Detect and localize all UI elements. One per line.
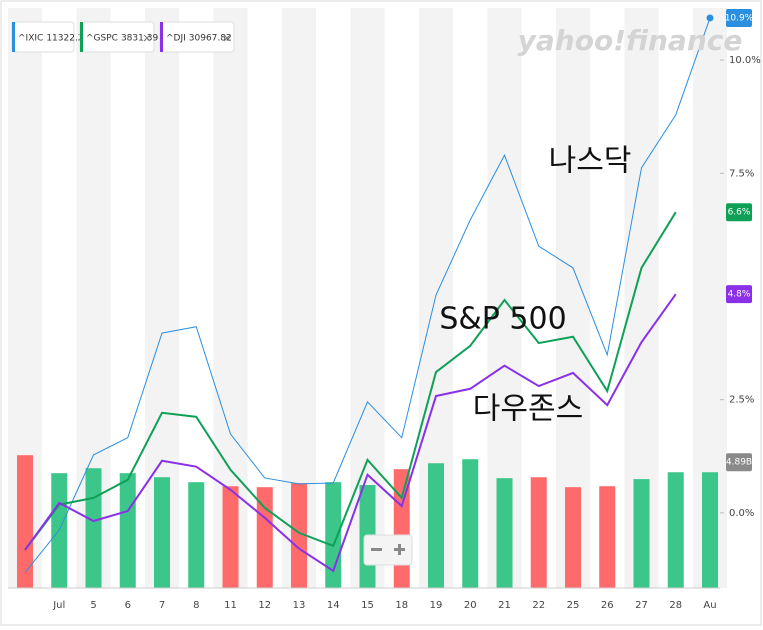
volume-end-label: 4.89B — [726, 458, 752, 468]
series-end-label-box — [726, 285, 752, 304]
legend-close — [223, 34, 231, 42]
legend-item[interactable]: ^GSPC 3831.39 — [79, 21, 158, 53]
end-dot — [706, 14, 714, 22]
volume-bar — [222, 486, 239, 588]
x-tick-label: 18 — [395, 600, 408, 611]
volume-bar — [633, 479, 650, 588]
volume-bar — [496, 478, 513, 588]
legend-close — [143, 34, 151, 42]
x-tick-label: 21 — [498, 600, 511, 611]
series-line — [24, 17, 711, 573]
x-tick-label: 14 — [327, 600, 340, 611]
volume-bar — [599, 486, 616, 588]
annotation: S&P 500 — [439, 302, 566, 337]
volume-bar — [530, 477, 547, 588]
legend-value: 30967.82 — [189, 34, 232, 44]
volume-bar — [291, 483, 307, 588]
x-tick-label: 5 — [90, 600, 96, 611]
x-tick-label: 25 — [567, 600, 580, 611]
series-end-label: 6.6% — [728, 208, 751, 218]
volume-bar — [667, 472, 684, 588]
zoom-out[interactable] — [371, 548, 382, 551]
volume-bar — [154, 477, 170, 588]
volume-bar — [85, 468, 102, 588]
x-tick-label: 22 — [532, 600, 545, 611]
x-tick-label: 19 — [430, 600, 443, 611]
x-tick-label: 28 — [669, 600, 682, 611]
x-tick-label: Au — [703, 600, 716, 611]
logo: yahoo!finance — [518, 24, 743, 57]
x-tick-label: Jul — [52, 600, 65, 611]
x-tick-label: 13 — [293, 600, 306, 611]
legend-swatch — [12, 22, 15, 52]
volume-bar — [17, 455, 33, 588]
volume-bar — [256, 487, 273, 588]
y-tick-label: 2.5% — [729, 395, 754, 406]
volume-bar — [325, 482, 342, 588]
zoom-in-bar — [398, 544, 401, 555]
volume-bar — [428, 463, 444, 588]
volume-end-label-box — [726, 453, 752, 472]
y-tick-label: 0.0% — [729, 508, 754, 519]
volume-bar — [462, 459, 479, 588]
series-end-label-box — [726, 203, 752, 222]
annotation: 나스닥 — [549, 144, 632, 179]
zoom-controls — [363, 534, 413, 566]
legend-swatch — [160, 22, 163, 52]
y-tick-label: 7.5% — [729, 168, 754, 179]
x-tick-label: 12 — [258, 600, 271, 611]
annotation: 다우존스 — [473, 392, 583, 427]
x-tick-label: 26 — [601, 600, 614, 611]
series-end-label: 10.9% — [725, 13, 754, 23]
legend-item[interactable]: ^IXIC 11322.24 — [11, 21, 90, 53]
x-tick-label: 27 — [635, 600, 648, 611]
legend-swatch — [80, 22, 83, 52]
zoom-box — [363, 534, 413, 566]
volume-bar — [565, 487, 581, 588]
x-tick-label: 15 — [361, 600, 374, 611]
volume-bar — [188, 482, 205, 588]
x-tick-label: 6 — [125, 600, 131, 611]
x-tick-label: 11 — [224, 600, 237, 611]
x-tick-label: 20 — [464, 600, 477, 611]
volume-bar — [702, 472, 718, 588]
legend-value: 3831.39 — [121, 34, 158, 44]
x-tick-label: 8 — [193, 600, 199, 611]
legend-name: ^DJI — [166, 34, 186, 44]
y-tick-label: 10.0% — [729, 55, 761, 66]
legend-item[interactable]: ^DJI 30967.82 — [159, 21, 235, 53]
volume-bar — [119, 473, 136, 588]
series-end-label: 4.8% — [728, 290, 751, 300]
series-line — [24, 211, 677, 551]
x-tick-label: 7 — [159, 600, 165, 611]
legend-name: ^GSPC — [86, 34, 118, 44]
series-line — [24, 293, 677, 573]
legend-name: ^IXIC — [18, 34, 43, 44]
series-end-label-box — [726, 8, 752, 27]
legend-value: 11322.24 — [46, 34, 89, 44]
